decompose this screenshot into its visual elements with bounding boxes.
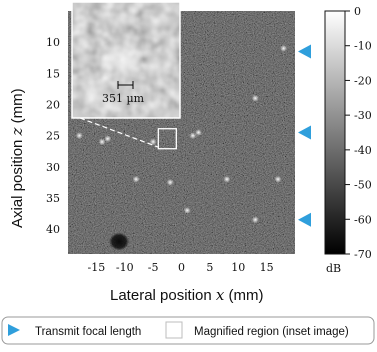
legend-label-magnified: Magnified region (inset image)	[194, 326, 349, 338]
magnified-region-box	[157, 128, 177, 150]
colorbar-tick-label: 0	[354, 5, 361, 18]
colorbar-tick-label: -20	[354, 74, 372, 87]
colorbar: 0 -10 -20 -30 -40 -50 -60 -70 dB	[324, 5, 372, 275]
colorbar-gradient	[324, 10, 346, 255]
x-tick-label: -15	[88, 261, 106, 274]
colorbar-unit: dB	[326, 262, 341, 275]
scatterer-point	[75, 132, 83, 140]
anechoic-cyst	[109, 232, 130, 251]
colorbar-tick-label: -30	[354, 109, 372, 122]
x-axis-label: Lateral position x (mm)	[110, 286, 264, 304]
y-tick-label: 25	[46, 130, 60, 143]
inset-connector-line	[79, 117, 159, 148]
colorbar-tick-label: -70	[354, 248, 372, 261]
scatterer-point	[280, 44, 288, 52]
scatterer-point	[274, 175, 282, 183]
y-tick-label: 20	[46, 98, 60, 111]
scatterer-point	[251, 94, 259, 102]
y-tick-label: 15	[46, 67, 60, 80]
colorbar-tick-label: -50	[354, 179, 372, 192]
colorbar-tick-label: -40	[354, 144, 372, 157]
scatterer-point	[195, 129, 203, 136]
scatterer-point	[98, 138, 106, 146]
legend-box	[1, 316, 375, 345]
inset-frame	[71, 1, 181, 119]
scatterer-point	[166, 178, 174, 186]
inset-bright-spot	[76, 79, 108, 111]
inset-bright-spot	[100, 38, 144, 82]
x-tick-label: -10	[116, 261, 134, 274]
focal-marker	[298, 44, 311, 59]
scatterer-point	[132, 175, 140, 183]
legend: Transmit focal length Magnified region (…	[1, 316, 375, 345]
scatterer-point	[149, 138, 157, 146]
scatterer-point	[223, 175, 231, 183]
colorbar-tick-label: -10	[354, 40, 372, 53]
scatterer-point	[189, 132, 197, 140]
inset-scale-label: 351 µm	[102, 92, 145, 105]
transmit-focal-markers	[298, 44, 311, 227]
y-axis-label: Axial position z (mm)	[8, 88, 26, 228]
y-tick-label: 40	[46, 223, 60, 236]
magnified-region-marker-icon	[165, 321, 183, 339]
x-tick-label: 15	[260, 261, 274, 274]
scatterer-points	[75, 44, 288, 224]
colorbar-ticks: 0 -10 -20 -30 -40 -50 -60 -70	[345, 5, 372, 261]
inset-image: 351 µm	[71, 1, 181, 119]
focal-marker	[298, 212, 311, 227]
y-tick-label: 10	[46, 36, 60, 49]
x-tick-label: -5	[148, 261, 159, 274]
colorbar-tick-label: -60	[354, 213, 372, 226]
y-axis-ticks: 10 15 20 25 30 35 40	[46, 36, 60, 236]
y-tick-label: 35	[46, 192, 60, 205]
focal-length-marker-icon	[8, 324, 20, 336]
legend-label-focal: Transmit focal length	[35, 326, 141, 338]
x-tick-label: 5	[206, 261, 213, 274]
scatterer-point	[183, 206, 191, 214]
x-axis-ticks: -15 -10 -5 0 5 10 15	[88, 261, 274, 274]
inset-scale-bar	[117, 81, 134, 89]
y-tick-label: 30	[46, 161, 60, 174]
x-tick-label: 0	[178, 261, 185, 274]
scatterer-point	[104, 135, 112, 143]
scatterer-point	[251, 216, 259, 224]
x-tick-label: 10	[231, 261, 245, 274]
focal-marker	[298, 125, 311, 140]
